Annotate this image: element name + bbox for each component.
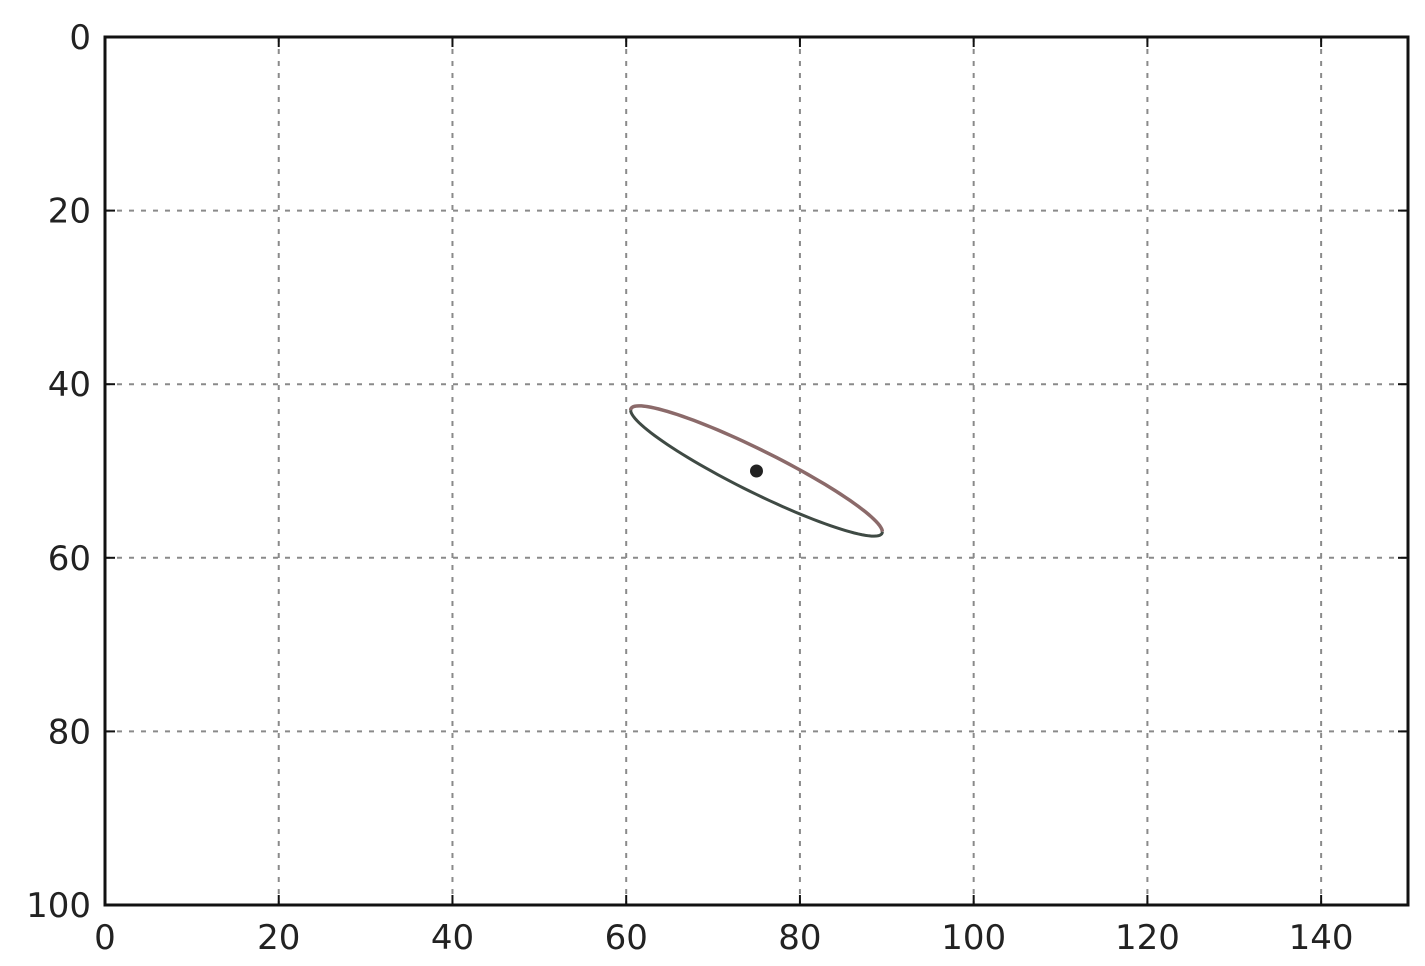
y-tick-label: 100 [26,886,91,926]
grid-lines [105,37,1408,905]
center-point [750,464,763,478]
y-tick-label: 80 [48,712,91,752]
plot-marks [628,404,885,538]
plot-frame [103,35,1410,907]
y-tick-label: 0 [69,18,91,58]
tick-labels: 0 20 40 60 80 100 120 140 0 20 40 60 80 100 [26,18,1353,958]
x-tick-label: 100 [941,918,1006,958]
y-tick-label: 40 [48,365,91,405]
x-tick-label: 20 [257,918,300,958]
x-tick-label: 60 [605,918,648,958]
x-tick-label: 40 [431,918,474,958]
x-tick-label: 80 [778,918,821,958]
ellipse-lower-arc [629,410,884,538]
x-tick-label: 120 [1115,918,1180,958]
x-tick-label: 0 [94,918,116,958]
ellipse-upper-arc [628,404,885,533]
y-tick-label: 60 [48,539,91,579]
y-tick-label: 20 [48,192,91,232]
x-tick-label: 140 [1289,918,1354,958]
